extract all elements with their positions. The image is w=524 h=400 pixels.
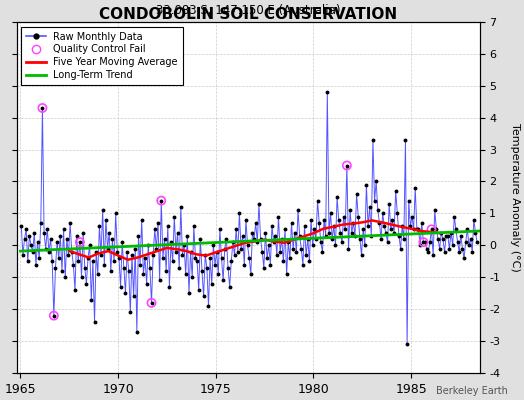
Point [50, 312, 58, 319]
Text: Berkeley Earth: Berkeley Earth [436, 386, 508, 396]
Title: CONDOBOLIN SOIL CONSERVATION: CONDOBOLIN SOIL CONSERVATION [99, 7, 397, 22]
Text: 33.083 S, 147.150 E (Australia): 33.083 S, 147.150 E (Australia) [156, 4, 340, 16]
Point [419, 239, 428, 245]
Y-axis label: Temperature Anomaly (°C): Temperature Anomaly (°C) [510, 123, 520, 272]
Point [157, 198, 166, 204]
Point [38, 105, 47, 111]
Point [343, 162, 351, 169]
Point [75, 239, 84, 245]
Point [147, 300, 156, 306]
Legend: Raw Monthly Data, Quality Control Fail, Five Year Moving Average, Long-Term Tren: Raw Monthly Data, Quality Control Fail, … [21, 27, 183, 85]
Point [428, 226, 436, 232]
